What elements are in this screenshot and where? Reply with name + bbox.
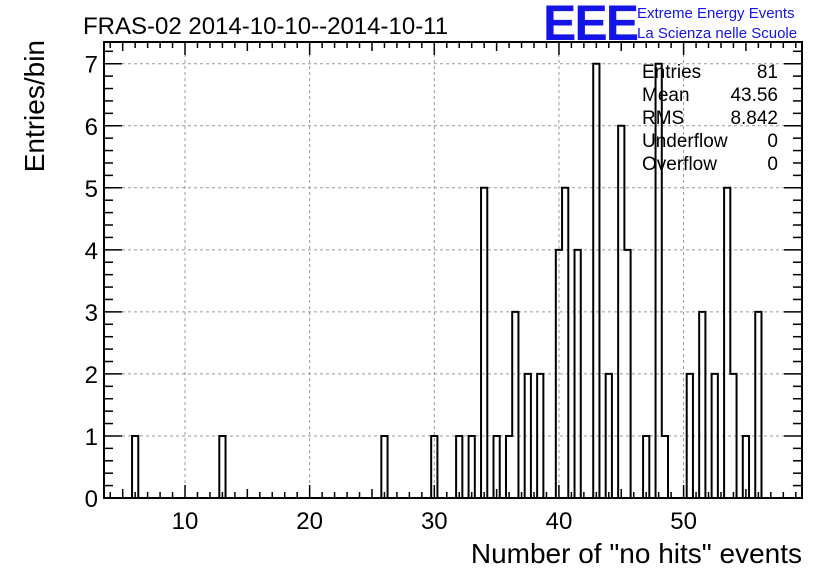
- y-axis-label: Entries/bin: [19, 40, 50, 172]
- histogram-bin: [469, 436, 475, 498]
- histogram-bin: [606, 374, 612, 498]
- histogram-bin: [512, 312, 518, 498]
- stats-label: Overflow: [642, 154, 717, 175]
- x-tick-label: 40: [546, 508, 573, 535]
- stats-value: 0: [767, 131, 778, 152]
- histogram-bin: [456, 436, 462, 498]
- x-axis-label: Number of "no hits" events: [471, 538, 802, 569]
- logo-line-1: Extreme Energy Events: [637, 5, 795, 22]
- stats-value: 8.842: [730, 108, 778, 129]
- histogram-bin: [643, 436, 649, 498]
- y-tick-label: 5: [85, 176, 98, 203]
- histogram-bin: [662, 436, 668, 498]
- histogram-bin: [525, 374, 531, 498]
- histogram-bin: [699, 312, 705, 498]
- chart-title: FRAS-02 2014-10-10--2014-10-11: [83, 13, 448, 40]
- histogram-bin: [506, 436, 512, 498]
- histogram-bin: [219, 436, 225, 498]
- x-tick-label: 20: [296, 508, 323, 535]
- stats-label: Entries: [642, 62, 701, 83]
- histogram-bin: [618, 126, 624, 498]
- histogram-outline: [131, 62, 763, 498]
- y-tick-label: 3: [85, 300, 98, 327]
- histogram-bin: [494, 436, 500, 498]
- histogram-bin: [562, 188, 568, 498]
- stats-label: RMS: [642, 108, 684, 129]
- histogram-bin: [481, 188, 487, 498]
- histogram-bin: [724, 188, 730, 498]
- y-tick-label: 7: [85, 52, 98, 79]
- histogram-bin: [132, 436, 138, 498]
- x-tick-label: 30: [421, 508, 448, 535]
- grid: [104, 42, 802, 498]
- y-tick-label: 6: [85, 114, 98, 141]
- x-tick-label: 10: [172, 508, 199, 535]
- histogram-bin: [381, 436, 387, 498]
- histogram-bin: [624, 250, 630, 498]
- y-tick-label: 1: [85, 424, 98, 451]
- y-axis-ticks: 0 1 2 3 4 5 6 7: [85, 50, 802, 513]
- eee-logo-mark: EEE: [545, 0, 638, 46]
- stats-value: 0: [767, 154, 778, 175]
- histogram-bin: [730, 374, 736, 498]
- histogram-bin: [712, 374, 718, 498]
- histogram-bin: [575, 250, 581, 498]
- eee-logo: EEE Extreme Energy Events La Scienza nel…: [543, 0, 835, 51]
- histogram-bin: [743, 436, 749, 498]
- stats-value: 43.56: [730, 85, 778, 106]
- x-tick-label: 50: [670, 508, 697, 535]
- stats-label: Underflow: [642, 131, 728, 152]
- histogram-bin: [556, 250, 562, 498]
- histogram-bin: [755, 312, 761, 498]
- histogram-bin: [537, 374, 543, 498]
- y-tick-label: 0: [85, 486, 98, 513]
- y-tick-label: 4: [85, 238, 98, 265]
- histogram-bin: [593, 64, 599, 498]
- stats-value: 81: [757, 62, 778, 83]
- y-tick-label: 2: [85, 362, 98, 389]
- histogram-bin: [687, 374, 693, 498]
- logo-line-2: La Scienza nelle Scuole: [637, 25, 797, 42]
- stats-label: Mean: [642, 85, 690, 106]
- plot-frame: [103, 41, 803, 499]
- x-axis-ticks: 10 20 30 40 50: [109, 42, 797, 535]
